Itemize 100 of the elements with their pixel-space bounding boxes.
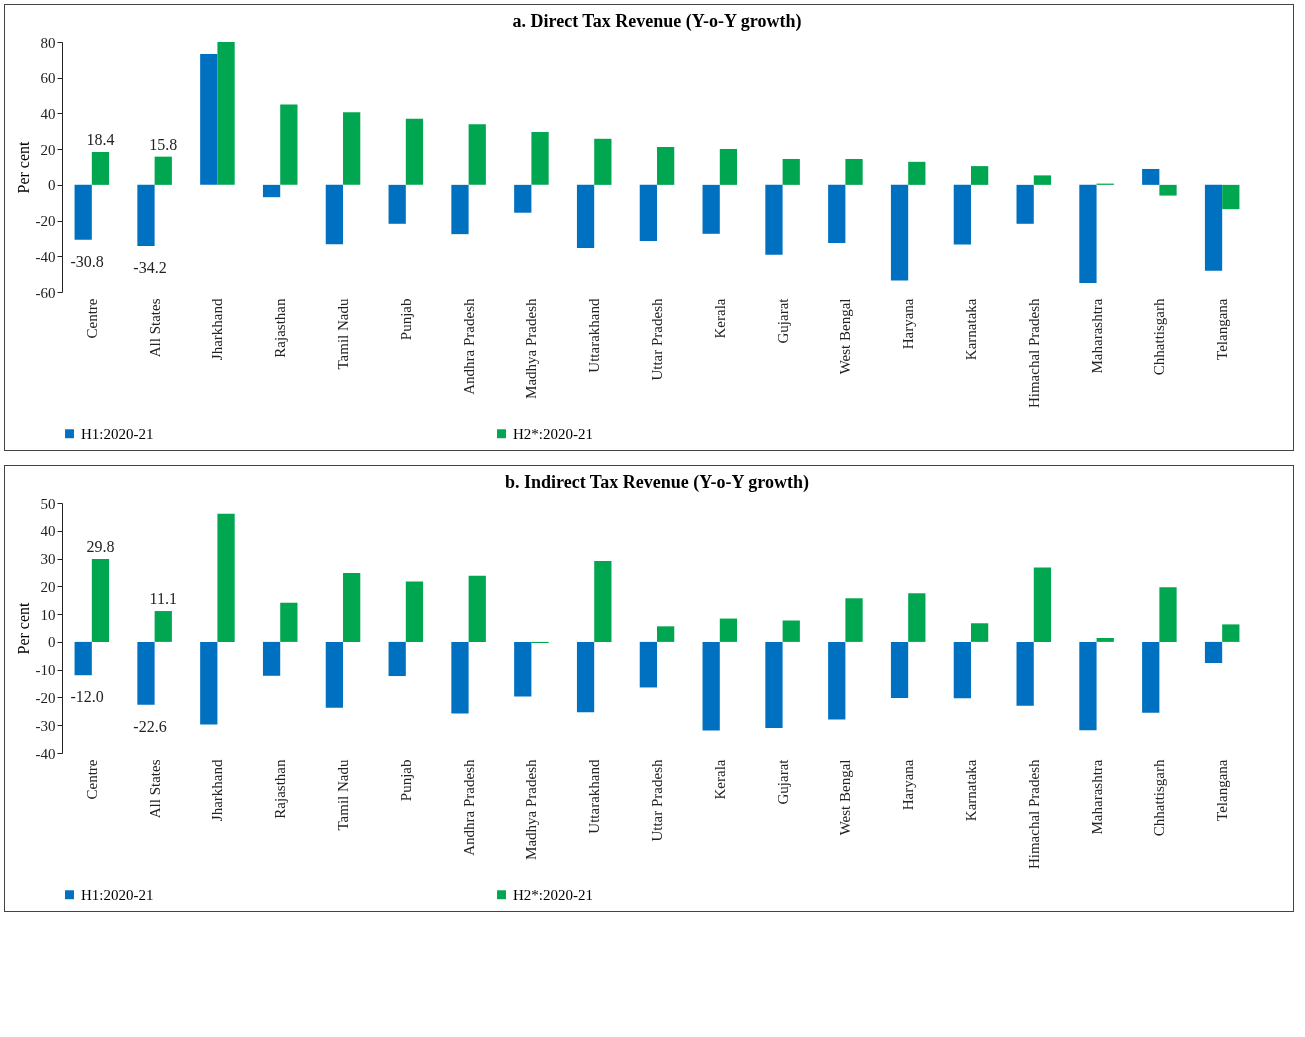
bar — [405, 118, 424, 185]
bar — [154, 611, 172, 642]
x-tick-label: Himachal Pradesh — [1025, 298, 1042, 409]
bar — [137, 641, 155, 705]
bar — [74, 184, 92, 240]
bar — [514, 184, 532, 213]
bar — [137, 184, 155, 246]
bar — [1033, 567, 1052, 642]
x-tick-label: Chhattisgarh — [1151, 298, 1168, 376]
bar — [845, 598, 863, 642]
bar — [1159, 184, 1177, 196]
bar — [91, 559, 110, 642]
bar — [262, 184, 281, 198]
x-tick-label: Madhya Pradesh — [523, 759, 540, 860]
bar — [388, 641, 406, 677]
bar — [765, 184, 783, 255]
bar — [594, 138, 612, 185]
legend-label: H2*:2020-21 — [513, 425, 593, 442]
bar — [702, 184, 720, 234]
bar — [657, 147, 675, 185]
x-tick-label: West Bengal — [837, 298, 854, 375]
bar — [451, 184, 469, 235]
y-tick-label: -10 — [35, 662, 56, 679]
data-label: 18.4 — [86, 131, 115, 148]
bar — [1079, 184, 1097, 284]
x-tick-label: Andhra Pradesh — [460, 298, 477, 395]
bar — [657, 626, 675, 642]
bar — [639, 184, 657, 241]
x-tick-label: Maharashtra — [1088, 298, 1105, 374]
y-tick-label: 40 — [40, 105, 56, 122]
x-tick-label: Centre — [83, 759, 100, 800]
x-tick-label: Gujarat — [774, 758, 791, 805]
y-tick-label: 0 — [48, 634, 56, 651]
bar — [719, 148, 738, 185]
y-tick-label: -40 — [35, 745, 56, 762]
x-tick-label: Chhattisgarh — [1151, 759, 1168, 837]
x-tick-label: Centre — [83, 298, 100, 339]
bar — [200, 53, 218, 185]
y-tick-label: 0 — [48, 177, 56, 194]
bar — [388, 184, 406, 224]
bar — [514, 641, 532, 697]
bar — [217, 513, 235, 642]
x-tick-label: Punjab — [397, 759, 414, 802]
bar — [970, 166, 989, 185]
x-tick-label: Kerala — [711, 759, 728, 800]
x-tick-label: Himachal Pradesh — [1025, 759, 1042, 870]
bar — [280, 602, 298, 642]
bar — [970, 623, 989, 642]
bar — [154, 156, 172, 185]
y-tick-label: 20 — [40, 578, 56, 595]
bar — [719, 618, 738, 642]
data-label: 15.8 — [149, 135, 178, 153]
x-tick-label: All States — [146, 298, 163, 358]
data-label: -34.2 — [133, 258, 167, 276]
bar — [782, 620, 800, 642]
x-tick-label: Karnataka — [962, 759, 979, 822]
bar — [1204, 641, 1223, 663]
bar — [1142, 168, 1160, 185]
y-tick-label: 80 — [40, 34, 56, 51]
legend-label: H2*:2020-21 — [513, 886, 593, 903]
x-tick-label: Kerala — [711, 298, 728, 339]
bar — [953, 641, 971, 699]
legend-label: H1:2020-21 — [81, 425, 154, 442]
bar — [845, 158, 863, 185]
bar — [908, 161, 926, 185]
bar — [280, 104, 298, 185]
bar — [200, 641, 218, 725]
y-tick-label: -60 — [35, 284, 56, 301]
x-tick-label: Karnataka — [962, 298, 979, 361]
y-axis-title: Per cent — [14, 140, 32, 194]
bar — [468, 124, 486, 185]
x-tick-label: Rajasthan — [272, 759, 289, 819]
data-label: 11.1 — [149, 590, 177, 608]
y-tick-label: 10 — [40, 606, 56, 623]
x-tick-label: Uttarakhand — [586, 759, 603, 834]
bar — [782, 158, 800, 185]
y-tick-label: 40 — [40, 523, 56, 540]
bar — [1079, 641, 1097, 731]
x-tick-label: Jharkhand — [209, 759, 226, 822]
x-tick-label: Gujarat — [774, 297, 791, 344]
y-tick-label: 20 — [40, 141, 56, 158]
data-label: -12.0 — [70, 688, 104, 706]
y-tick-label: -40 — [35, 248, 56, 265]
bar — [1204, 184, 1223, 271]
x-tick-label: Telangana — [1214, 759, 1231, 821]
x-tick-label: Jharkhand — [209, 298, 226, 361]
y-tick-label: 30 — [40, 551, 56, 568]
bar — [639, 641, 657, 688]
bar — [262, 641, 281, 676]
y-tick-label: -20 — [35, 689, 56, 706]
x-tick-label: Andhra Pradesh — [460, 759, 477, 856]
bar — [1222, 184, 1240, 210]
y-tick-label: -20 — [35, 213, 56, 230]
y-tick-label: 50 — [40, 495, 56, 512]
data-label: 29.8 — [86, 538, 115, 556]
bar — [343, 573, 361, 642]
y-axis-title: Per cent — [14, 601, 32, 655]
bar — [576, 184, 595, 249]
bar — [531, 132, 549, 185]
bar — [908, 593, 926, 642]
